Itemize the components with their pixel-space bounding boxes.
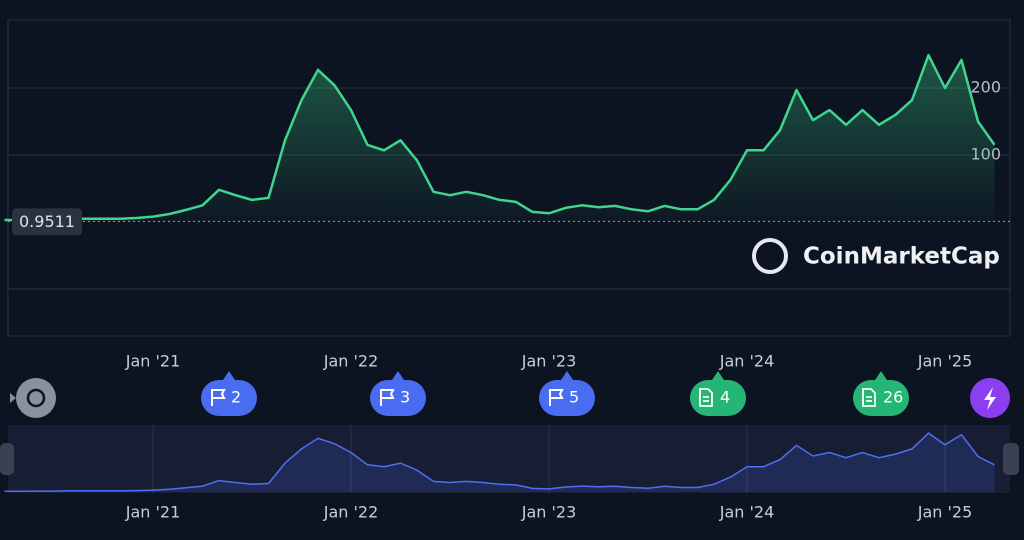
- event-count: 5: [569, 388, 579, 407]
- event-shape: [201, 371, 257, 416]
- navigator-x-tick-label: Jan '21: [125, 503, 181, 522]
- event-bubble[interactable]: 4: [690, 371, 746, 416]
- navigator-x-tick-label: Jan '23: [521, 503, 577, 522]
- x-tick-label: Jan '21: [125, 352, 181, 371]
- watermark-text: CoinMarketCap: [803, 244, 1000, 270]
- event-count: 26: [883, 388, 903, 407]
- history-button[interactable]: [10, 378, 56, 418]
- lightning-button[interactable]: [970, 378, 1010, 418]
- price-label: 0.9511: [19, 212, 75, 231]
- history-icon: [26, 388, 46, 408]
- event-shape: [370, 371, 426, 416]
- price-area: [4, 55, 995, 223]
- navigator-bg: [8, 425, 1010, 493]
- x-tick-label: Jan '25: [917, 352, 973, 371]
- y-tick-label: 200: [970, 78, 1001, 97]
- navigator-handle-right[interactable]: [1003, 443, 1019, 475]
- event-count: 4: [720, 388, 730, 407]
- navigator-x-tick-label: Jan '25: [917, 503, 973, 522]
- price-line: [4, 53, 996, 222]
- price-label-bg: [12, 208, 82, 236]
- event-bubble[interactable]: 2: [201, 371, 257, 416]
- event-shape: [539, 371, 595, 416]
- navigator-handle-left[interactable]: [0, 443, 14, 475]
- x-tick-label: Jan '24: [719, 352, 775, 371]
- history-circle[interactable]: [16, 378, 56, 418]
- event-bubble[interactable]: 26: [853, 371, 909, 416]
- doc-icon: [862, 388, 876, 407]
- doc-icon: [699, 388, 713, 407]
- history-pointer: [10, 393, 16, 403]
- logo: [752, 238, 788, 274]
- navigator-area: [4, 433, 995, 492]
- navigator-x-tick-label: Jan '22: [323, 503, 379, 522]
- event-bubble[interactable]: 3: [370, 371, 426, 416]
- flag-icon: [380, 389, 395, 406]
- x-tick-label: Jan '23: [521, 352, 577, 371]
- plot-frame: [7, 19, 1011, 337]
- flag-icon: [549, 389, 564, 406]
- flag-icon: [211, 389, 226, 406]
- event-shape: [853, 371, 909, 416]
- event-bubble[interactable]: 5: [539, 371, 595, 416]
- event-count: 3: [400, 388, 410, 407]
- lightning-icon: [984, 387, 996, 410]
- watermark: CoinMarketCap: [752, 238, 1000, 274]
- x-tick-label: Jan '22: [323, 352, 379, 371]
- event-count: 2: [231, 388, 241, 407]
- navigator-x-tick-label: Jan '24: [719, 503, 775, 522]
- navigator-line: [4, 432, 995, 493]
- event-shape: [690, 371, 746, 416]
